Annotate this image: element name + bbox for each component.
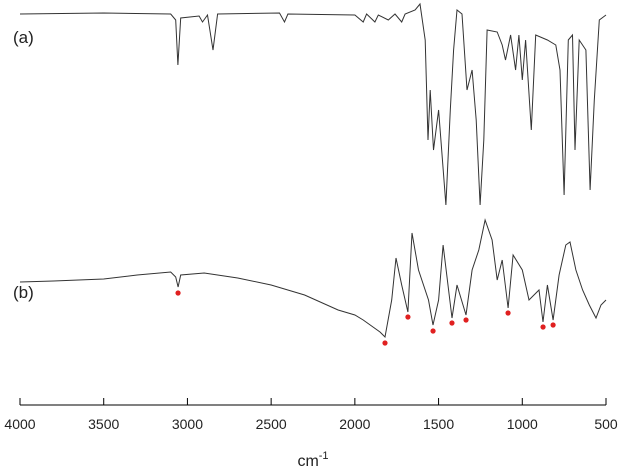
- marker-dot: [382, 340, 388, 346]
- marker-dot: [175, 290, 181, 296]
- x-tick-label: 3500: [88, 416, 119, 432]
- x-tick-label: 1000: [507, 416, 538, 432]
- marker-dot: [540, 324, 546, 330]
- x-tick-label: 4000: [4, 416, 35, 432]
- x-axis-label-sup: -1: [319, 450, 329, 462]
- marker-dot: [463, 317, 469, 323]
- marker-dot: [550, 322, 556, 328]
- x-tick-label: 2000: [339, 416, 370, 432]
- marker-dot: [449, 320, 455, 326]
- x-tick-label: 3000: [172, 416, 203, 432]
- series-label: (b): [13, 283, 34, 302]
- marker-dot: [430, 328, 436, 334]
- marker-dot: [405, 314, 411, 320]
- spectrum-line: [19, 218, 607, 339]
- x-axis-label-base: cm: [297, 453, 318, 470]
- x-tick-label: 1500: [423, 416, 454, 432]
- marker-dot: [505, 310, 511, 316]
- x-tick-label: 500: [594, 416, 618, 432]
- x-tick-label: 2500: [256, 416, 287, 432]
- x-axis-label: cm-1: [297, 450, 328, 470]
- series-label: (a): [13, 28, 34, 47]
- spectrum-line: [19, 2, 607, 206]
